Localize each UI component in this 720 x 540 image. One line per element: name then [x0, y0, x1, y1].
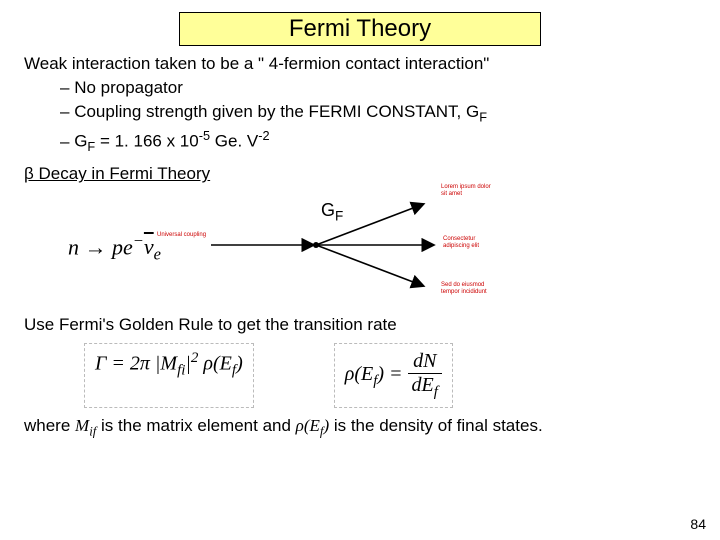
- diagram-row: n → pe−νe GF Lorem ipsum dolor sit amet …: [24, 190, 696, 305]
- beta-decay-heading: β Decay in Fermi Theory: [24, 164, 696, 184]
- bullet-3-g: G: [74, 132, 87, 151]
- closing-pre: where: [24, 416, 75, 435]
- slide-title: Fermi Theory: [179, 12, 541, 46]
- closing-text: where Mif is the matrix element and ρ(Ef…: [24, 416, 696, 439]
- closing-end: is the density of final states.: [329, 416, 543, 435]
- gf-g: G: [321, 200, 335, 220]
- reaction-n: n: [68, 234, 79, 259]
- legend-bottom: Sed do eiusmod tempor incididunt: [441, 282, 491, 295]
- legend-mid: Consectetur adipiscing elit: [443, 236, 491, 249]
- gf-sub: F: [335, 209, 343, 224]
- reaction-p: p: [112, 234, 123, 259]
- bullet-2-text: Coupling strength given by the FERMI CON…: [74, 102, 479, 121]
- bullet-list: No propagator Coupling strength given by…: [60, 78, 696, 154]
- reaction-formula: n → pe−νe: [24, 231, 161, 265]
- bullet-3: GF = 1. 166 x 10-5 Ge. V-2: [60, 128, 696, 154]
- legend-left: Universal coupling: [157, 232, 206, 239]
- rate-formula-row: Γ = 2π |Mfi|2 ρ(Ef) ρ(Ef) = dNdEf: [84, 343, 696, 408]
- reaction-arrow: →: [79, 234, 112, 259]
- closing-rho: ρ(E: [296, 416, 320, 435]
- bullet-1: No propagator: [60, 78, 696, 98]
- gf-label: GF: [321, 200, 343, 224]
- reaction-nue: e: [154, 245, 161, 264]
- reaction-eminus: −: [133, 231, 144, 250]
- bullet-3-post: Ge. V: [210, 132, 258, 151]
- feynman-diagram: GF Lorem ipsum dolor sit amet Universal …: [191, 190, 491, 305]
- bullet-2: Coupling strength given by the FERMI CON…: [60, 102, 696, 124]
- closing-mif: M: [75, 416, 89, 435]
- closing-mid: is the matrix element and: [96, 416, 295, 435]
- bullet-2-sub: F: [479, 109, 487, 124]
- bullet-3-sup2: -2: [258, 128, 269, 143]
- page-number: 84: [690, 516, 706, 532]
- bullet-3-sup: -5: [199, 128, 210, 143]
- legend-top: Lorem ipsum dolor sit amet: [441, 184, 491, 197]
- intro-text: Weak interaction taken to be a " 4-fermi…: [24, 54, 696, 74]
- reaction-e: e: [123, 234, 133, 259]
- golden-rule-text: Use Fermi's Golden Rule to get the trans…: [24, 315, 696, 335]
- reaction-nubar: ν: [144, 237, 154, 257]
- rate-formula-gamma: Γ = 2π |Mfi|2 ρ(Ef): [84, 343, 254, 408]
- rate-formula-rho: ρ(Ef) = dNdEf: [334, 343, 453, 408]
- bullet-3-mid: = 1. 166 x 10: [95, 132, 199, 151]
